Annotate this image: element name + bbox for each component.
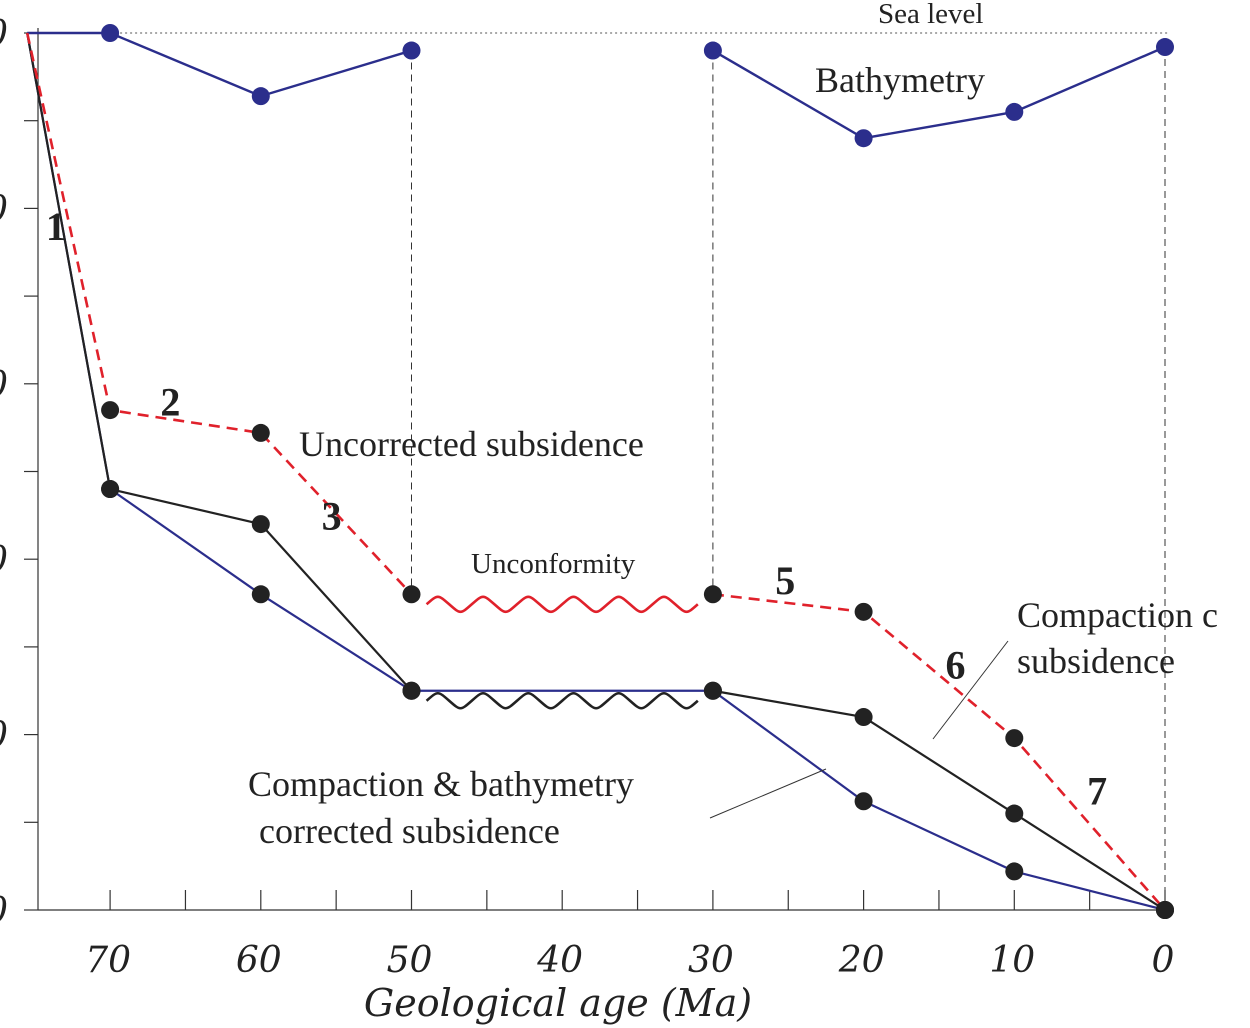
compaction-leader-line (932, 640, 1009, 740)
guide-lines (110, 32, 1170, 910)
bathymetry-line-a (27, 31, 412, 98)
x-tick-label: 60 (236, 940, 282, 981)
bathymetry-label: Bathymetry (815, 60, 985, 100)
compaction-bathymetry-corrected-line (26, 32, 1166, 912)
x-tick-label: 0 (1152, 940, 1175, 981)
segment-number-6: 6 (946, 642, 966, 687)
corrected-point (1005, 862, 1024, 881)
uncorrected-point (402, 585, 421, 604)
uncorrected-point (101, 401, 120, 420)
bathymetry-point (1156, 38, 1174, 57)
bathymetry-point (251, 87, 270, 106)
bathymetry-point (854, 129, 873, 148)
x-tick-labels: 70 60 50 40 30 20 10 0 (85, 940, 1174, 981)
uncorrected-point (251, 423, 270, 442)
series-lines (25, 31, 1166, 912)
y-tick-label: 0 (0, 365, 8, 406)
uncorrected-subsidence-line-part-a (25, 32, 413, 596)
annotations: Sea level Bathymetry Uncorrected subside… (248, 0, 1218, 1025)
compaction-point (1005, 804, 1024, 823)
compaction-bathymetry-leader-line (709, 768, 827, 819)
uncorrected-point (854, 602, 873, 621)
uncorrected-subsidence-line-part-b (712, 592, 1166, 911)
x-tick-label: 70 (85, 940, 131, 981)
data-markers (101, 24, 1174, 919)
corrected-point (251, 585, 270, 604)
segment-numbers: 1 2 3 5 6 7 (46, 204, 1107, 814)
unconformity-label: Unconformity (471, 548, 636, 580)
unconformity-wave-compaction (425, 691, 699, 710)
segment-number-3: 3 (322, 493, 342, 538)
segment-number-2: 2 (160, 379, 180, 424)
bathymetry-point (1005, 102, 1024, 121)
shared-point (101, 480, 120, 499)
compaction-corrected-line-part-b (712, 689, 1166, 911)
compaction-bathymetry-label-line2: corrected subsidence (259, 811, 560, 851)
y-tick-label: 0 (0, 891, 8, 932)
compaction-point (251, 515, 270, 534)
segment-number-1: 1 (46, 204, 66, 249)
axes (24, 28, 1170, 911)
uncorrected-point (703, 585, 722, 604)
bathymetry-point (402, 41, 421, 60)
compaction-point (854, 708, 873, 727)
compaction-bathymetry-label-line1: Compaction & bathymetry (248, 764, 634, 804)
segment-number-5: 5 (775, 558, 795, 603)
shared-point (703, 681, 722, 700)
shared-point (1156, 901, 1174, 919)
y-tick-label: 0 (0, 716, 8, 757)
segment-number-7: 7 (1087, 769, 1107, 814)
y-tick-label: 0 (0, 189, 8, 230)
x-tick-label: 30 (688, 940, 734, 981)
compaction-subsidence-label-line1: Compaction c (1017, 595, 1218, 635)
y-tick-label: 0 (0, 14, 8, 55)
compaction-subsidence-label-line2: subsidence (1017, 641, 1175, 681)
shared-point (402, 681, 421, 700)
bathymetry-point (703, 41, 722, 60)
corrected-point (854, 792, 873, 811)
bathymetry-point (101, 24, 120, 42)
x-tick-label: 10 (989, 940, 1035, 981)
uncorrected-subsidence-label: Uncorrected subsidence (299, 424, 644, 464)
x-axis-title: Geological age (Ma) (364, 981, 752, 1025)
x-tick-label: 20 (838, 940, 885, 981)
x-tick-label: 40 (536, 940, 583, 981)
sea-level-label: Sea level (878, 0, 983, 30)
bathymetry-line-b (712, 45, 1166, 140)
label-leader-lines (709, 640, 1009, 819)
y-tick-label: 0 (0, 540, 8, 581)
uncorrected-point (1005, 729, 1024, 748)
compaction-corrected-line-part-a (26, 32, 413, 692)
unconformity-waves (425, 595, 699, 710)
y-tick-labels: 0 0 0 0 0 0 (0, 14, 8, 932)
unconformity-wave-uncorrected (425, 595, 699, 614)
x-tick-label: 50 (387, 940, 433, 981)
